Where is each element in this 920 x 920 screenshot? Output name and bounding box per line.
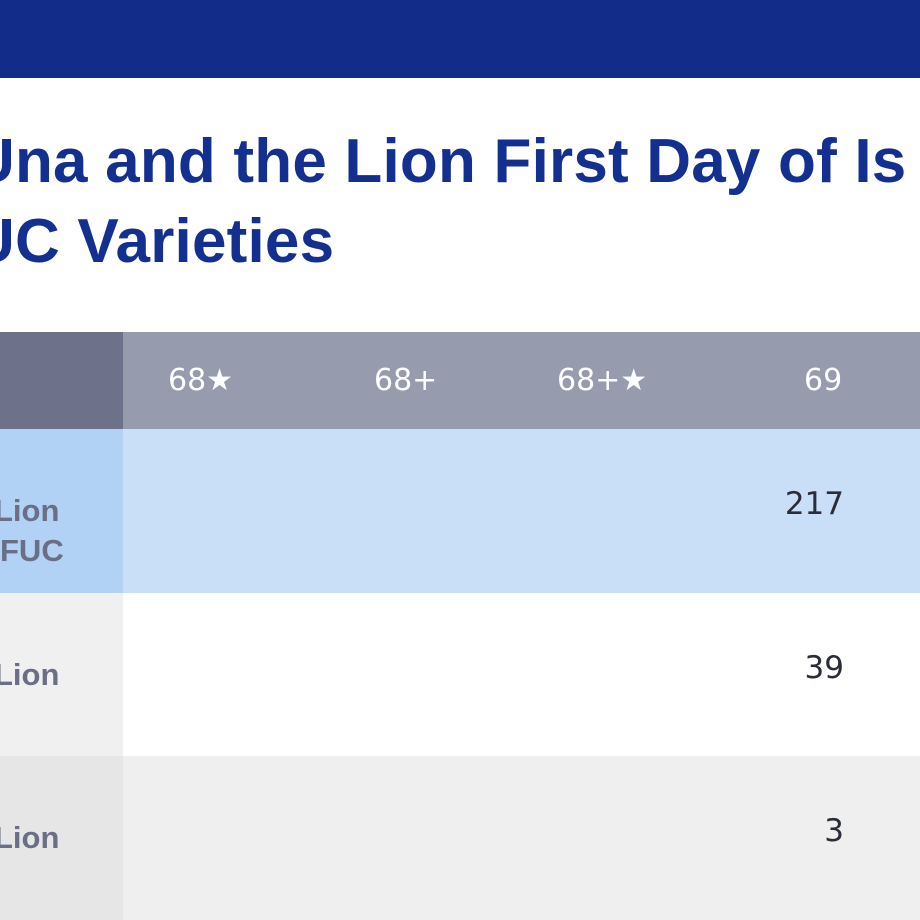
row-header-cell: Lion FUC xyxy=(0,429,123,593)
page-title: Una and the Lion First Day of Is UC Vari… xyxy=(0,122,920,282)
page-title-line-1: Una and the Lion First Day of Is xyxy=(0,127,907,196)
row-header-cell: Lion xyxy=(0,593,123,756)
table-header-row: 68★ 68+ 68+★ 69 xyxy=(0,332,920,429)
column-header[interactable]: 69 xyxy=(804,363,843,398)
top-header-bar xyxy=(0,0,920,78)
page-title-line-2: UC Varieties xyxy=(0,207,335,276)
table-corner-cell xyxy=(0,332,123,429)
table-row[interactable]: Lion FUC 217 xyxy=(0,429,920,593)
table-cell: 3 xyxy=(824,813,844,849)
table-cell: 39 xyxy=(804,650,844,686)
table-row[interactable]: Lion 39 xyxy=(0,593,920,756)
column-header[interactable]: 68+★ xyxy=(557,363,648,398)
table-row[interactable]: Lion 3 xyxy=(0,756,920,920)
row-header-cell: Lion xyxy=(0,756,123,920)
table-cell: 217 xyxy=(784,486,844,522)
row-header-label: Lion xyxy=(0,657,60,692)
column-header[interactable]: 68+ xyxy=(374,363,438,398)
row-header-label: Lion FUC xyxy=(0,493,64,568)
column-header[interactable]: 68★ xyxy=(168,363,234,398)
row-header-label: Lion xyxy=(0,820,60,855)
varieties-table: 68★ 68+ 68+★ 69 Lion FUC 217 Lion 39 Lio… xyxy=(0,332,920,920)
